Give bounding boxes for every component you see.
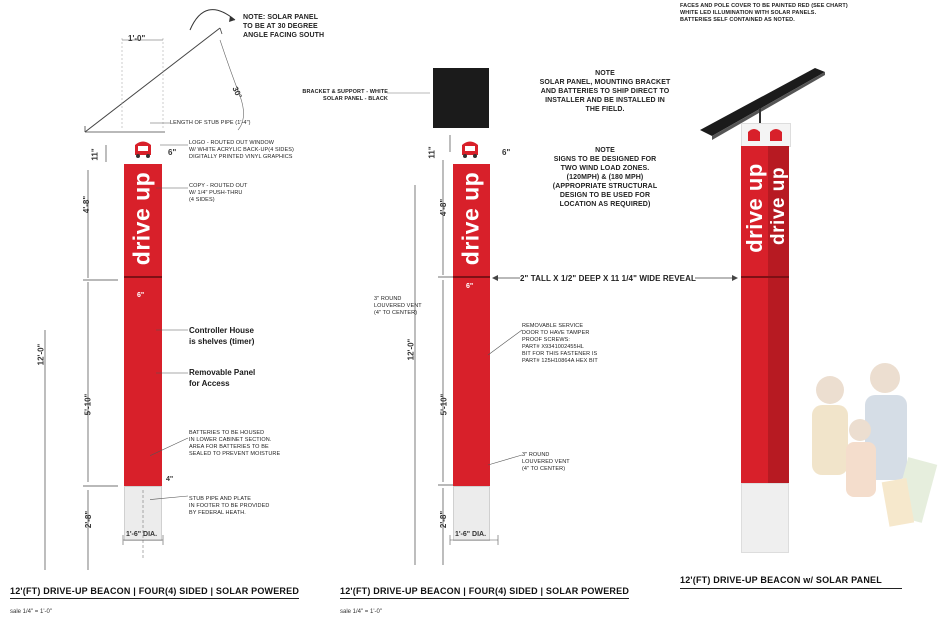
left-width-dimension: 1'-0" bbox=[128, 34, 146, 43]
middle-footing-dims bbox=[449, 535, 499, 545]
reveal-note: 2" TALL x 1/2" DEEP x 11 1/4" WIDE REVEA… bbox=[520, 274, 696, 283]
left-dim-12-0: 12'-0" bbox=[36, 343, 46, 366]
left-reveal-line bbox=[124, 276, 162, 278]
car-logo-icon bbox=[462, 141, 478, 158]
left-inner-6: 6" bbox=[137, 292, 145, 299]
middle-dim-5-10: 5'-10" bbox=[439, 393, 449, 416]
right-drawing-title: 12'(FT) DRIVE-UP BEACON w/ SOLAR PANEL bbox=[680, 575, 902, 589]
paint-illumination-note: FACES AND POLE COVER TO BE PAINTED RED (… bbox=[680, 3, 848, 23]
left-dim-2-8: 2'-8" bbox=[84, 510, 94, 529]
stub-pipe-footer-note: STUB PIPE AND PLATE IN FOOTER TO BE PROVI… bbox=[189, 496, 270, 516]
solar-angle-note: NOTE: SOLAR PANEL TO BE AT 30 DEGREE ANGLE… bbox=[243, 14, 325, 39]
middle-solar-panel bbox=[433, 68, 489, 128]
left-dimension-lines bbox=[44, 145, 118, 570]
middle-dim-2-8: 2'-8" bbox=[439, 510, 449, 529]
logo-window-note: LOGO - ROUTED OUT WINDOW W/ WHITE ACRYLIC… bbox=[189, 140, 294, 160]
bracket-support-note: BRACKET & SUPPORT - WHITE SOLAR PANEL - B… bbox=[302, 89, 388, 102]
middle-drawing-title: 12'(FT) DRIVE-UP BEACON | FOUR(4) SIDED … bbox=[340, 586, 630, 599]
right-solar-panel bbox=[700, 68, 825, 140]
middle-leader-lines bbox=[487, 329, 523, 466]
right-pole-side bbox=[768, 146, 789, 483]
left-scale-label: sale 1/4" = 1'-0" bbox=[10, 609, 52, 615]
shipping-note: NOTE SOLAR PANEL, MOUNTING BRACKET AND BA… bbox=[539, 70, 671, 113]
middle-dim-4-8: 4'-8" bbox=[439, 198, 449, 217]
left-dim-11: 11" bbox=[90, 148, 100, 161]
left-dim-4: 4" bbox=[166, 476, 174, 483]
stub-pipe-length-label: LENGTH OF STUB PIPE (1'-4") bbox=[170, 120, 251, 126]
service-door-note: REMOVABLE SERVICE DOOR TO HAVE TAMPER PROO… bbox=[522, 323, 598, 364]
middle-footing bbox=[453, 486, 490, 541]
right-pole-front bbox=[741, 146, 768, 483]
reveal-leader bbox=[492, 275, 738, 281]
family-photo bbox=[812, 363, 938, 527]
right-brand-side: drive up bbox=[768, 167, 789, 245]
middle-dim-12-0: 12'-0" bbox=[406, 338, 416, 361]
middle-inner-6: 6" bbox=[466, 283, 474, 290]
controller-house-note: Controller House is shelves (timer) bbox=[189, 326, 255, 346]
removable-panel-note: Removable Panel for Access bbox=[189, 368, 256, 388]
middle-dim-11: 11" bbox=[427, 146, 437, 159]
left-logo-cap bbox=[129, 137, 157, 161]
middle-reveal-line bbox=[453, 276, 490, 278]
middle-diameter-label: 1'-6" DIA. bbox=[455, 531, 487, 538]
left-dim-5-10: 5'-10" bbox=[83, 393, 93, 416]
right-logo-cap bbox=[741, 123, 791, 147]
left-dim-4-8: 4'-8" bbox=[82, 195, 92, 214]
car-logo-icon bbox=[748, 129, 782, 141]
car-logo-icon bbox=[135, 141, 151, 158]
left-footing-dims bbox=[122, 490, 164, 560]
right-brand-front: drive up bbox=[742, 163, 767, 253]
left-dim-6: 6" bbox=[168, 148, 177, 157]
middle-pole bbox=[453, 164, 490, 486]
middle-brand-text: drive up bbox=[457, 171, 484, 266]
vent-bottom-note: 3" ROUND LOUVERED VENT (4" TO CENTER) bbox=[522, 452, 570, 472]
copy-routed-note: COPY - ROUTED OUT W/ 1/4" PUSH-THRU (4 SID… bbox=[189, 183, 248, 203]
middle-scale-label: sale 1/4" = 1'-0" bbox=[340, 609, 382, 615]
bracket-leader bbox=[387, 92, 430, 94]
middle-logo-cap bbox=[456, 137, 484, 161]
stub-pipe-leader bbox=[150, 122, 170, 124]
wind-load-note: NOTE SIGNS TO BE DESIGNED FOR TWO WIND LO… bbox=[552, 147, 658, 208]
left-drawing-title: 12'(FT) DRIVE-UP BEACON | FOUR(4) SIDED … bbox=[10, 586, 300, 599]
battery-housing-note: BATTERIES TO BE HOUSED IN LOWER CABINET S… bbox=[189, 430, 281, 457]
left-leader-lines bbox=[150, 144, 189, 500]
vent-top-note: 3" ROUND LOUVERED VENT (4" TO CENTER) bbox=[374, 296, 422, 316]
left-solar-panel-outline bbox=[84, 9, 244, 133]
right-reveal-line bbox=[741, 276, 789, 278]
middle-dim-6: 6" bbox=[502, 148, 511, 157]
left-diameter-label: 1'-6" DIA. bbox=[126, 531, 158, 538]
right-footing bbox=[741, 483, 789, 553]
middle-dimension-lines bbox=[414, 135, 458, 565]
left-pole bbox=[124, 164, 162, 486]
